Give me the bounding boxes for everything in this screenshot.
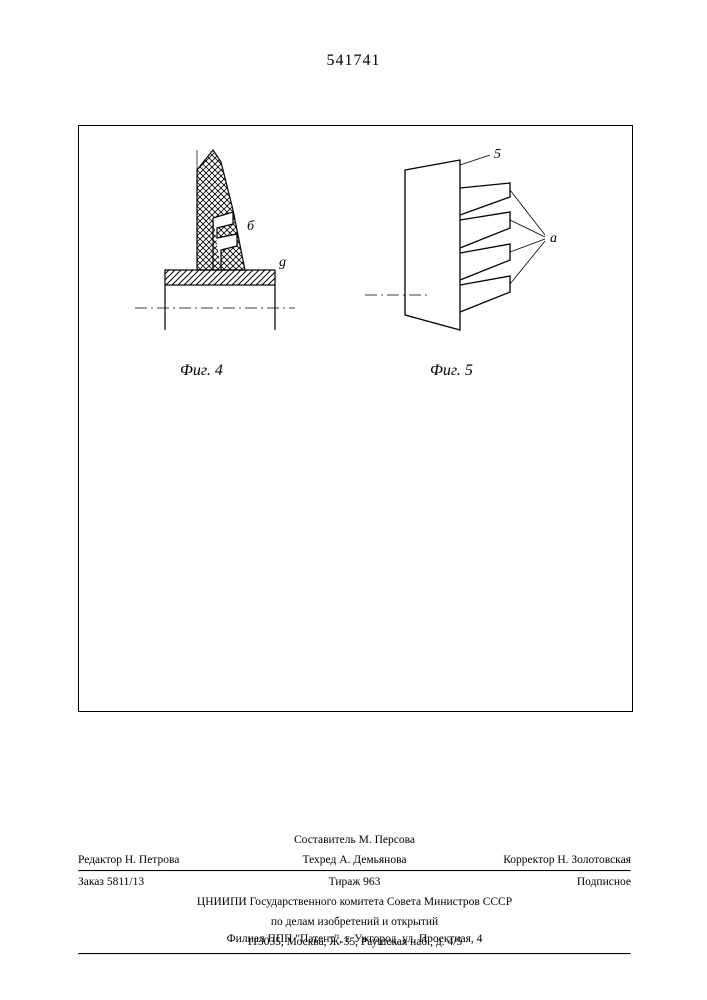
fig4-caption: Фиг. 4 <box>180 362 223 380</box>
fig5-label-a: a <box>550 231 557 246</box>
fig5-caption: Фиг. 5 <box>430 362 473 380</box>
fig4-label-g: g <box>279 255 286 270</box>
fig4-label-b: б <box>247 219 255 234</box>
teched-label: Техред <box>303 854 337 866</box>
org-line2: по делам изобретений и открытий <box>78 912 631 932</box>
doc-number: 541741 <box>0 52 707 70</box>
compiler-label: Составитель <box>294 834 356 846</box>
teched-name: А. Демьянова <box>339 854 406 866</box>
compiler-name: М. Персова <box>359 834 415 846</box>
editor-name: Н. Петрова <box>125 854 180 866</box>
figure-5: 5 a <box>360 140 590 370</box>
page: 541741 <box>0 0 707 1000</box>
branch-line: Филиал ППП "Патент", г. Ужгород, ул. Про… <box>78 933 631 945</box>
footer-rule-2 <box>78 953 631 955</box>
order-no: 5811/13 <box>107 876 144 888</box>
tirazh-no: 963 <box>363 876 380 888</box>
fig5-label-5: 5 <box>494 147 501 162</box>
corrector-label: Корректор <box>503 854 554 866</box>
order-row: Заказ 5811/13 Тираж 963 Подписное <box>78 872 631 892</box>
compiler-line: Составитель М. Персова <box>78 830 631 850</box>
figures-area: б g Фиг. 4 <box>85 140 625 390</box>
editor-label: Редактор <box>78 854 122 866</box>
subscription: Подписное <box>577 876 631 888</box>
order-label: Заказ <box>78 876 104 888</box>
editor-row: Редактор Н. Петрова Техред А. Демьянова … <box>78 850 631 870</box>
corrector-name: Н. Золотовская <box>557 854 631 866</box>
tirazh-label: Тираж <box>329 876 361 888</box>
org-line1: ЦНИИПИ Государственного комитета Совета … <box>78 892 631 912</box>
figure-4: б g <box>125 140 325 370</box>
